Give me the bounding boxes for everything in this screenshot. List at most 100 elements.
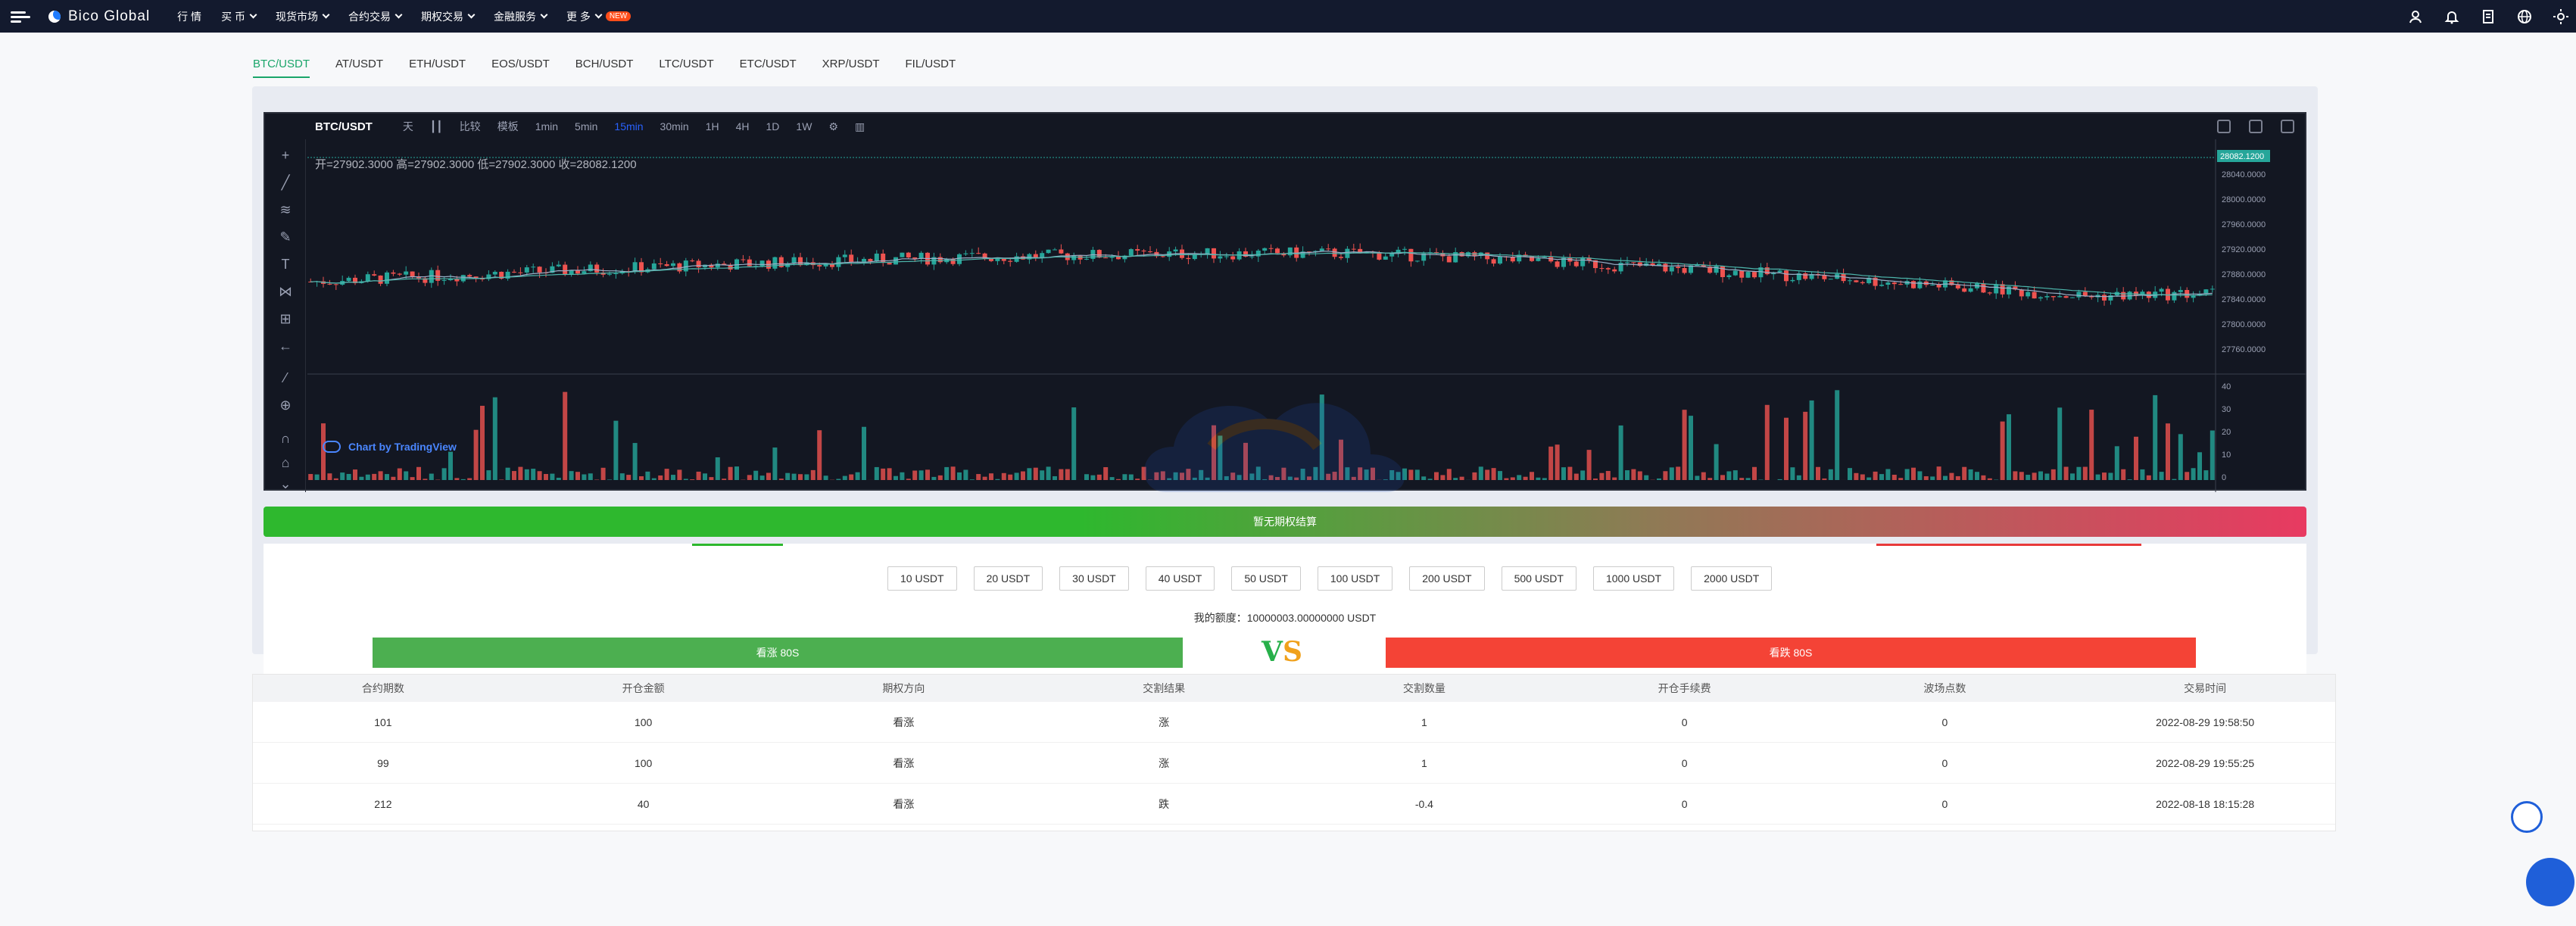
- table-row[interactable]: 212 40 看涨 跌 -0.4 0 0 2022-08-18 18:15:28: [253, 784, 2335, 825]
- candle-type-icon[interactable]: ┃┃: [429, 120, 443, 133]
- buy-up-button[interactable]: 看涨 80S: [373, 638, 1183, 668]
- amount-40-button[interactable]: 40 USDT: [1145, 566, 1215, 591]
- volume-bar: [671, 475, 675, 480]
- amount-20-button[interactable]: 20 USDT: [973, 566, 1043, 591]
- volume-bar: [1637, 471, 1642, 480]
- amount-1000-button[interactable]: 1000 USDT: [1592, 566, 1675, 591]
- interval-1w[interactable]: 1W: [796, 120, 812, 133]
- volume-bar: [2013, 471, 2018, 480]
- sell-down-button[interactable]: 看跌 80S: [1386, 638, 2196, 668]
- table-row[interactable]: 101 100 看涨 涨 1 0 0 2022-08-29 19:58:50: [253, 702, 2335, 743]
- candle-body: [664, 263, 669, 267]
- chart-interval-day[interactable]: 天: [402, 120, 413, 133]
- tab-ltc-usdt[interactable]: LTC/USDT: [659, 58, 714, 70]
- volume-bar: [1523, 476, 1528, 480]
- volume-bar: [1714, 444, 1719, 480]
- tradingview-credit[interactable]: Chart by TradingView: [323, 441, 457, 453]
- bell-icon[interactable]: [2444, 9, 2459, 24]
- candle-body: [524, 267, 529, 273]
- candle-body: [1396, 249, 1401, 253]
- volume-bar: [619, 473, 625, 480]
- nav-item-more[interactable]: 更 多 NEW: [566, 9, 632, 24]
- user-icon[interactable]: [2408, 9, 2423, 24]
- settings-gear-icon[interactable]: ⚙: [828, 120, 838, 133]
- fullscreen-icon[interactable]: [2281, 120, 2294, 133]
- lock-icon[interactable]: ⌂: [281, 455, 290, 470]
- camera-icon[interactable]: [2217, 120, 2231, 133]
- amount-2000-button[interactable]: 2000 USDT: [1691, 566, 1773, 591]
- tab-eth-usdt[interactable]: ETH/USDT: [409, 58, 466, 70]
- table-row[interactable]: 99 100 看涨 涨 1 0 0 2022-08-29 19:55:25: [253, 743, 2335, 784]
- tab-xrp-usdt[interactable]: XRP/USDT: [822, 58, 880, 70]
- text-tool-icon[interactable]: T: [281, 257, 290, 272]
- nav-item-finance[interactable]: 金融服务: [494, 9, 548, 24]
- nav-item-spot[interactable]: 现货市场: [276, 9, 330, 24]
- measure-icon[interactable]: ⊞: [279, 311, 292, 326]
- volume-bar: [2051, 469, 2056, 480]
- amount-200-button[interactable]: 200 USDT: [1409, 566, 1485, 591]
- globe-icon[interactable]: [2517, 9, 2532, 24]
- amount-500-button[interactable]: 500 USDT: [1501, 566, 1576, 591]
- interval-30min[interactable]: 30min: [660, 120, 689, 133]
- candle-body: [1701, 264, 1706, 267]
- candle-body: [683, 260, 688, 272]
- zoom-icon[interactable]: ⊕: [279, 398, 292, 413]
- brush-icon[interactable]: ✎: [279, 229, 292, 245]
- collapse-icon[interactable]: ⌄: [279, 476, 292, 491]
- magnet-icon[interactable]: ∩: [280, 431, 291, 446]
- trend-line-icon[interactable]: ╱: [281, 175, 290, 190]
- volume-bar: [798, 474, 803, 480]
- table-header: 合约期数 开仓金额 期权方向 交割结果 交割数量 开仓手续费 波场点数 交易时间: [253, 675, 2335, 702]
- tradingview-chart[interactable]: BTC/USDT 天 ┃┃ 比较 模板 1min 5min 15min 30mi…: [264, 112, 2306, 492]
- chart-settings-icon[interactable]: [2249, 120, 2263, 133]
- amount-50-button[interactable]: 50 USDT: [1231, 566, 1301, 591]
- fib-icon[interactable]: ≋: [279, 202, 292, 217]
- chat-support-icon[interactable]: [2526, 858, 2574, 906]
- candle-body: [830, 263, 834, 267]
- tab-eos-usdt[interactable]: EOS/USDT: [491, 58, 550, 70]
- candle-body: [1720, 266, 1725, 277]
- back-arrow-icon[interactable]: ←: [279, 338, 292, 354]
- chart-symbol[interactable]: BTC/USDT: [315, 120, 373, 133]
- volume-bar: [346, 473, 351, 480]
- tab-btc-usdt[interactable]: BTC/USDT: [253, 58, 310, 78]
- interval-15min[interactable]: 15min: [614, 120, 644, 133]
- brand-logo[interactable]: Bico Global: [48, 8, 150, 25]
- interval-4h[interactable]: 4H: [735, 120, 750, 133]
- indicators-icon[interactable]: ▥: [854, 120, 865, 133]
- candle-body: [893, 257, 898, 265]
- nav-item-options[interactable]: 期权交易: [421, 9, 476, 24]
- nav-item-buy-coin[interactable]: 买 币: [221, 9, 257, 24]
- amount-10-button[interactable]: 10 USDT: [887, 566, 957, 591]
- compare-button[interactable]: 比较: [459, 120, 481, 133]
- amount-30-button[interactable]: 30 USDT: [1059, 566, 1129, 591]
- menu-icon[interactable]: [11, 10, 32, 23]
- sun-icon[interactable]: [2553, 8, 2568, 24]
- tab-fil-usdt[interactable]: FIL/USDT: [905, 58, 956, 70]
- pattern-icon[interactable]: ⋈: [279, 284, 292, 299]
- amount-100-button[interactable]: 100 USDT: [1317, 566, 1393, 591]
- volume-bar: [677, 469, 682, 480]
- ruler-icon[interactable]: ⁄: [284, 370, 287, 385]
- interval-1min[interactable]: 1min: [535, 120, 559, 133]
- tab-bch-usdt[interactable]: BCH/USDT: [575, 58, 634, 70]
- nav-item-market[interactable]: 行 情: [177, 10, 202, 23]
- volume-bar: [1867, 477, 1872, 480]
- tab-etc-usdt[interactable]: ETC/USDT: [739, 58, 797, 70]
- crosshair-icon[interactable]: +: [281, 148, 290, 163]
- candle-body: [1848, 280, 1852, 282]
- interval-5min[interactable]: 5min: [575, 120, 598, 133]
- template-button[interactable]: 模板: [497, 120, 519, 133]
- volume-bar: [1663, 471, 1668, 480]
- volume-bar: [404, 471, 409, 480]
- nav-item-contract[interactable]: 合约交易: [348, 9, 403, 24]
- candlestick-plot: 28040.0000 28000.0000 27960.0000 27920.0000…: [307, 139, 2306, 492]
- volume-bar: [849, 474, 854, 480]
- document-icon[interactable]: [2481, 9, 2496, 24]
- candle-body: [2044, 296, 2050, 298]
- interval-1h[interactable]: 1H: [705, 120, 719, 133]
- interval-1d[interactable]: 1D: [766, 120, 780, 133]
- volume-bar: [683, 479, 688, 480]
- tab-at-usdt[interactable]: AT/USDT: [335, 58, 384, 70]
- headset-support-icon[interactable]: [2511, 801, 2543, 833]
